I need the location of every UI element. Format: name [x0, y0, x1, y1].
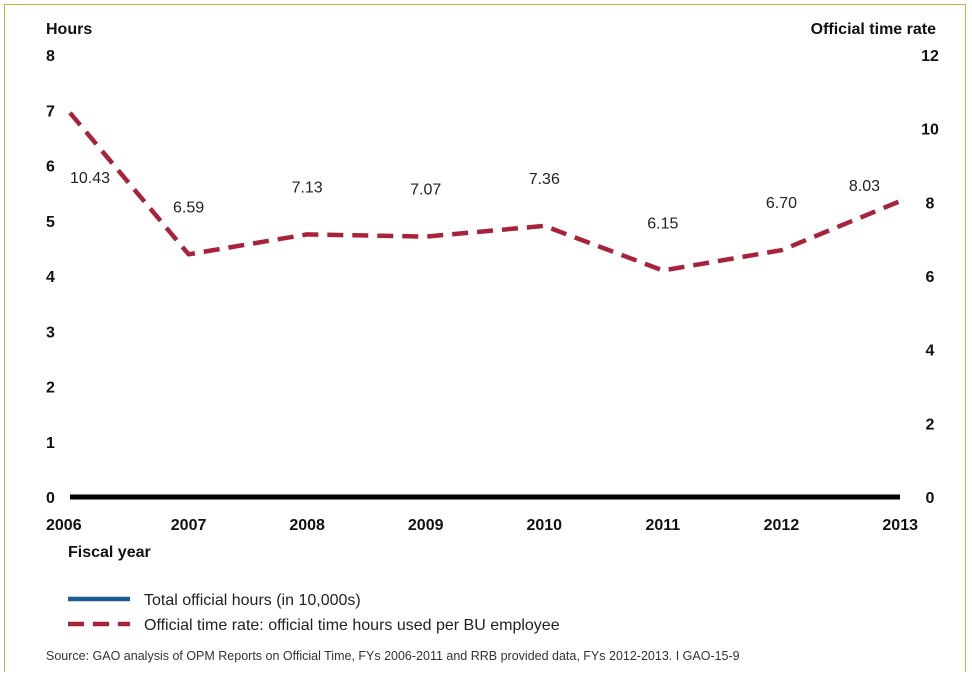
right-tick-label: 12 — [921, 48, 939, 65]
right-tick-label: 2 — [926, 416, 935, 433]
x-tick-label: 2007 — [171, 517, 207, 534]
rate-data-label: 10.43 — [70, 170, 110, 187]
x-tick-label: 2009 — [408, 517, 444, 534]
x-axis-title: Fiscal year — [68, 544, 151, 561]
left-axis-title: Hours — [46, 21, 92, 38]
series-lines — [68, 111, 901, 273]
left-tick-label: 7 — [46, 103, 55, 120]
right-tick-label: 0 — [926, 490, 935, 507]
x-tick-label: 2008 — [289, 517, 325, 534]
left-tick-label: 4 — [46, 269, 55, 286]
rate-data-label: 6.70 — [766, 195, 797, 212]
right-tick-label: 8 — [926, 195, 935, 212]
x-tick-label: 2012 — [764, 517, 800, 534]
x-tick-label: 2013 — [882, 517, 918, 534]
left-tick-label: 6 — [46, 159, 55, 176]
right-tick-label: 6 — [926, 269, 935, 286]
data-labels: 7,6534,8235,0304,9865,2534,3484,6645,307… — [70, 170, 880, 233]
right-axis-title: Official time rate — [811, 21, 936, 38]
left-tick-label: 1 — [46, 435, 55, 452]
left-tick-label: 3 — [46, 324, 55, 341]
x-axis-ticks: 2006 2007 2008 2009 2010 2011 2012 2013 — [46, 517, 918, 534]
left-tick-label: 8 — [46, 48, 55, 65]
left-tick-label: 0 — [46, 490, 55, 507]
left-tick-label: 5 — [46, 214, 55, 231]
left-axis-ticks: 0 1 2 3 4 5 6 7 8 — [46, 48, 55, 507]
legend: Total official hours (in 10,000s) Offici… — [68, 592, 560, 634]
rate-data-label: 7.07 — [410, 182, 441, 199]
right-tick-label: 4 — [926, 343, 935, 360]
legend-label-hours: Total official hours (in 10,000s) — [144, 592, 361, 609]
source-note: Source: GAO analysis of OPM Reports on O… — [46, 649, 740, 663]
series-line-official-time-rate — [68, 111, 901, 273]
legend-label-rate: Official time rate: official time hours … — [144, 617, 560, 634]
x-tick-label: 2010 — [526, 517, 562, 534]
right-tick-label: 10 — [921, 122, 939, 139]
rate-data-label: 6.15 — [647, 215, 678, 232]
right-axis-ticks: 0 2 4 6 8 10 12 — [921, 48, 939, 507]
rate-data-label: 7.36 — [529, 171, 560, 188]
rate-data-label: 6.59 — [173, 199, 204, 216]
figure-frame — [4, 4, 966, 672]
x-tick-label: 2006 — [46, 517, 82, 534]
rate-data-label: 8.03 — [849, 178, 880, 195]
x-tick-label: 2011 — [645, 517, 680, 534]
rate-data-label: 7.13 — [292, 179, 323, 196]
left-tick-label: 2 — [46, 380, 55, 397]
